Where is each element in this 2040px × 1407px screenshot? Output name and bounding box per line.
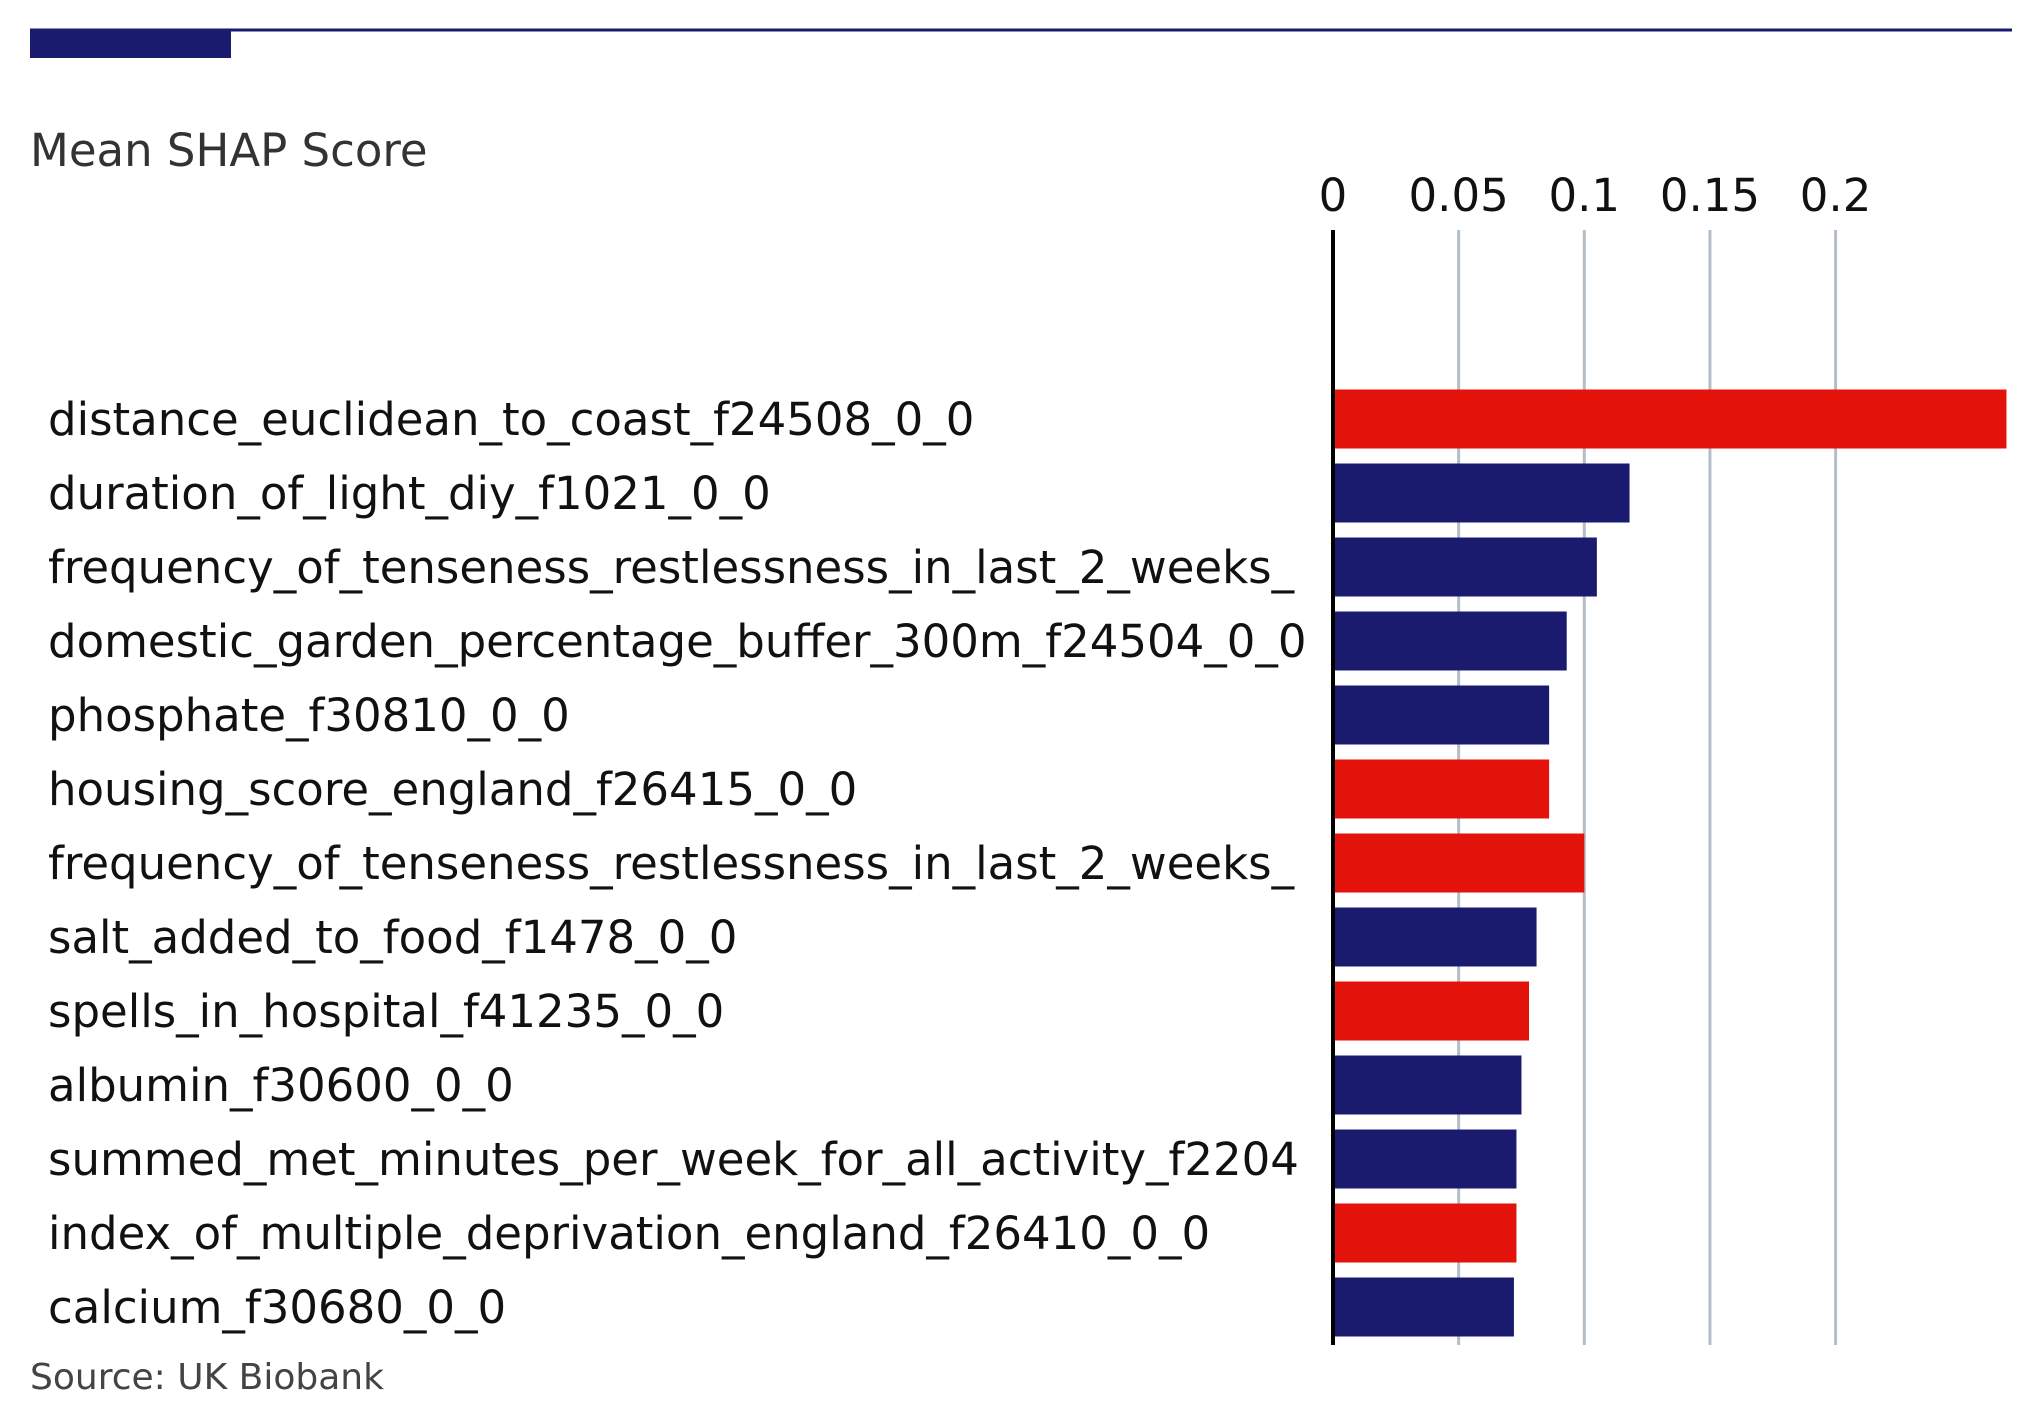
bar (1333, 1129, 1517, 1189)
bar (1333, 907, 1537, 967)
category-label: duration_of_light_diy_f1021_0_0 (48, 467, 771, 520)
bar (1333, 685, 1550, 745)
category-label: distance_euclidean_to_coast_f24508_0_0 (48, 393, 974, 446)
category-label: phosphate_f30810_0_0 (48, 689, 570, 742)
x-tick-label: 0.2 (1800, 169, 1872, 222)
category-label: spells_in_hospital_f41235_0_0 (48, 985, 724, 1038)
axis-title: Mean SHAP Score (30, 124, 428, 177)
category-label: index_of_multiple_deprivation_england_f2… (48, 1207, 1210, 1260)
category-label: domestic_garden_percentage_buffer_300m_f… (48, 615, 1307, 668)
bar (1333, 981, 1530, 1041)
bar (1333, 463, 1630, 523)
bar (1333, 833, 1585, 893)
bar (1333, 759, 1550, 819)
x-tick-labels: 0 0.05 0.1 0.15 0.2 (1319, 169, 1872, 222)
x-tick-label: 0.05 (1409, 169, 1509, 222)
category-label: salt_added_to_food_f1478_0_0 (48, 911, 737, 964)
category-label: housing_score_england_f26415_0_0 (48, 763, 857, 816)
x-tick-label: 0 (1319, 169, 1348, 222)
category-label: summed_met_minutes_per_week_for_all_acti… (48, 1133, 1299, 1186)
x-tick-label: 0.15 (1660, 169, 1760, 222)
category-label: calcium_f30680_0_0 (48, 1281, 506, 1334)
bar (1333, 1277, 1514, 1337)
source-note: Source: UK Biobank (30, 1357, 384, 1398)
category-label: frequency_of_tenseness_restlessness_in_l… (48, 837, 1295, 890)
bar (1333, 389, 2007, 449)
header-accent-bar (30, 30, 231, 58)
bar (1333, 1055, 1522, 1115)
bar (1333, 537, 1597, 597)
category-label: frequency_of_tenseness_restlessness_in_l… (48, 541, 1295, 594)
bars (1333, 389, 2007, 1337)
category-labels: distance_euclidean_to_coast_f24508_0_0du… (48, 393, 1307, 1334)
bar (1333, 1203, 1517, 1263)
category-label: albumin_f30600_0_0 (48, 1059, 514, 1112)
bar (1333, 611, 1567, 671)
x-tick-label: 0.1 (1549, 169, 1621, 222)
